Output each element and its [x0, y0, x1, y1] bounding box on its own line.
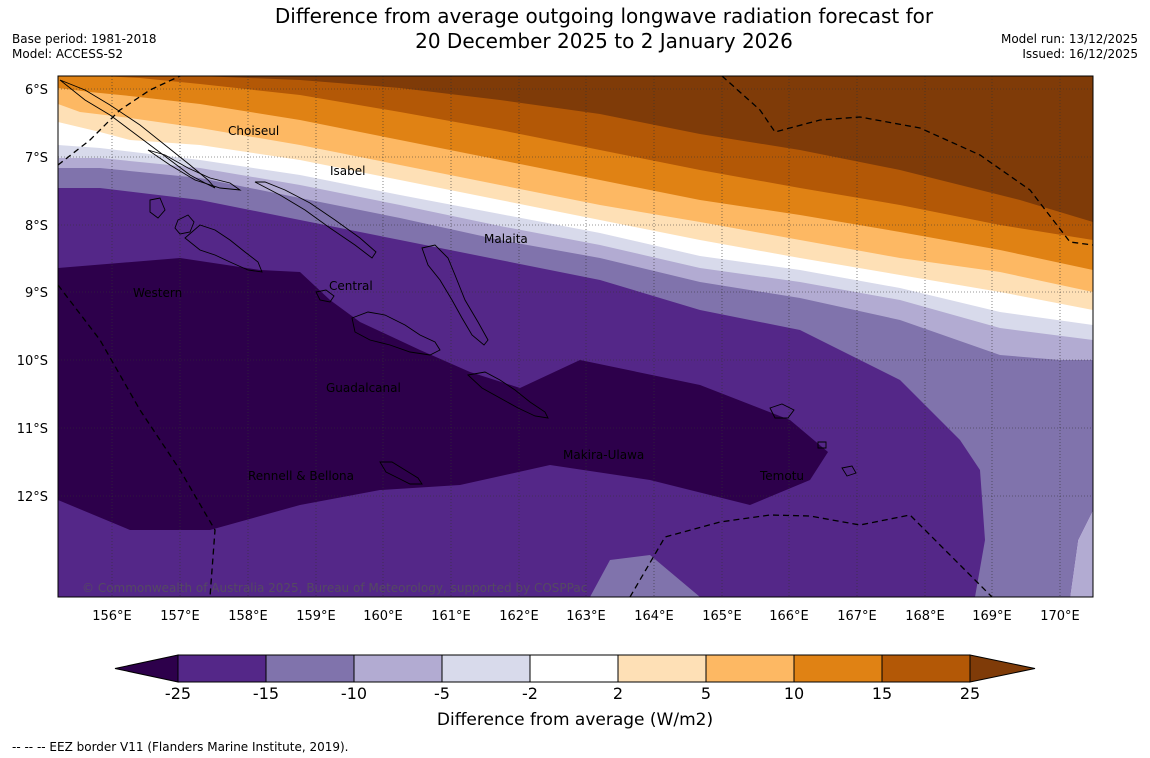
colorbar-tick-label: 5 [700, 684, 712, 703]
colorbar-tick-label: -2 [522, 684, 538, 703]
colorbar-tick-label: 25 [959, 684, 981, 703]
coastlines [59, 79, 857, 485]
copyright-text: © Commonwealth of Australia 2025, Bureau… [82, 581, 587, 595]
lon-label: 161°E [431, 609, 471, 624]
label-rennell-bellona: Rennell & Bellona [248, 469, 354, 483]
new-georgia-coast [184, 224, 263, 273]
colorbar-tick-label: 2 [612, 684, 624, 703]
lon-label: 165°E [702, 609, 742, 624]
choiseul-coast [147, 149, 242, 191]
lon-label: 167°E [837, 609, 877, 624]
colorbar-tick-label: -5 [434, 684, 450, 703]
lat-label: 9°S [25, 286, 48, 301]
label-choiseul: Choiseul [228, 124, 279, 138]
lon-label: 164°E [634, 609, 674, 624]
label-western: Western [133, 286, 182, 300]
colorbar-bin [353, 654, 443, 683]
lat-label: 7°S [25, 151, 48, 166]
band-bottom-m10 [590, 555, 700, 597]
label-malaita: Malaita [484, 232, 528, 246]
map-panel [58, 76, 1093, 597]
isabel-coast [254, 181, 377, 259]
lon-labels: 156°E 157°E 158°E 159°E 160°E 161°E 162°… [92, 609, 1080, 624]
lat-label: 10°S [17, 354, 48, 369]
colorbar-tick-label: 15 [871, 684, 893, 703]
lon-label: 157°E [160, 609, 200, 624]
lat-label: 12°S [17, 490, 48, 505]
title-line-1: Difference from average outgoing longwav… [274, 4, 934, 28]
colorbar-tick-label: -15 [252, 684, 280, 703]
colorbar-bin [265, 654, 355, 683]
lon-label: 168°E [905, 609, 945, 624]
malaita-coast [421, 244, 489, 346]
santa-cruz-coast [769, 403, 795, 419]
lon-label: 162°E [499, 609, 539, 624]
colorbar-bin [177, 654, 267, 683]
base-period-text: Base period: 1981-2018 [12, 32, 157, 46]
colorbar-bin [441, 654, 531, 683]
eez-borders [58, 76, 1093, 597]
province-labels: Choiseul Isabel Malaita Central Western … [133, 124, 804, 483]
model-run-text: Model run: 13/12/2025 [1000, 32, 1138, 46]
lat-labels: 6°S 7°S 8°S 9°S 10°S 11°S 12°S [17, 83, 48, 505]
colorbar-bin [617, 654, 707, 683]
lon-label: 156°E [92, 609, 132, 624]
guadalcanal-coast [351, 311, 441, 356]
chart-title: Difference from average outgoing longwav… [200, 4, 1008, 54]
lon-label: 166°E [769, 609, 809, 624]
lat-label: 8°S [25, 219, 48, 234]
label-central: Central [329, 279, 373, 293]
label-temotu: Temotu [759, 469, 804, 483]
label-makira-ulawa: Makira-Ulawa [563, 448, 644, 462]
colorbar [114, 654, 1036, 683]
vanikoro-coast [817, 441, 827, 449]
colorbar-extend-min [114, 654, 179, 683]
lon-label: 170°E [1040, 609, 1080, 624]
colorbar-bin [705, 654, 795, 683]
colorbar-tick-label: -25 [164, 684, 192, 703]
lon-label: 163°E [566, 609, 606, 624]
title-line-2: 20 December 2025 to 2 January 2026 [415, 29, 793, 53]
makira-coast [467, 371, 549, 419]
colorbar-bin [881, 654, 971, 683]
band-gt25 [200, 76, 1093, 222]
lon-label: 160°E [363, 609, 403, 624]
florida-islands-coast [315, 289, 335, 303]
vella-lavella-coast [149, 197, 166, 219]
lon-label: 169°E [972, 609, 1012, 624]
kolombangara-coast [174, 214, 195, 235]
colorbar-tick-label: -10 [340, 684, 368, 703]
map-frame [57, 75, 1094, 598]
label-guadalcanal: Guadalcanal [326, 381, 401, 395]
label-isabel: Isabel [330, 164, 365, 178]
eez-footnote: -- -- -- EEZ border V11 (Flanders Marine… [12, 740, 349, 754]
lon-label: 158°E [228, 609, 268, 624]
bougainville-coast [59, 79, 216, 189]
temotu-small-coast [841, 465, 857, 477]
colorbar-label: Difference from average (W/m2) [436, 710, 714, 730]
colorbar-bin [793, 654, 883, 683]
meta-right: Model run: 13/12/2025 Issued: 16/12/2025 [1001, 32, 1138, 62]
colorbar-tick-label: 10 [783, 684, 805, 703]
colorbar-bin [529, 654, 619, 683]
issued-text: Issued: 16/12/2025 [1022, 47, 1138, 61]
colorbar-extend-max [969, 654, 1036, 683]
meta-left: Base period: 1981-2018 Model: ACCESS-S2 [12, 32, 157, 62]
lon-label: 159°E [296, 609, 336, 624]
rennell-coast [379, 461, 423, 485]
lat-label: 6°S [25, 83, 48, 98]
band-lt-25 [58, 258, 828, 530]
model-text: Model: ACCESS-S2 [12, 47, 124, 61]
lat-label: 11°S [17, 422, 48, 437]
